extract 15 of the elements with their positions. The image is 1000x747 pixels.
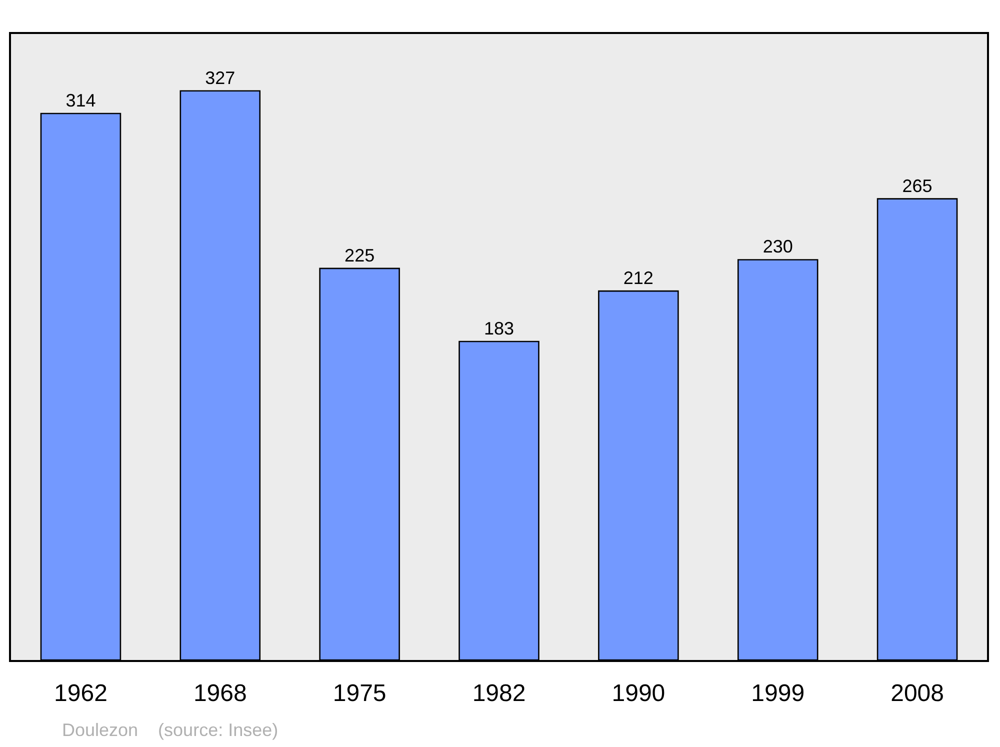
data-label: 327 bbox=[205, 68, 236, 88]
data-label: 265 bbox=[902, 176, 932, 196]
data-label: 314 bbox=[66, 90, 96, 111]
text: Doulezon (source: Insee) bbox=[62, 720, 278, 740]
data-label: 212 bbox=[623, 268, 654, 288]
data-label: 230 bbox=[762, 236, 793, 257]
x-tick-label: 1999 bbox=[751, 680, 805, 707]
x-tick-label: 1975 bbox=[332, 680, 386, 707]
x-tick-label: 2008 bbox=[890, 680, 944, 707]
data-label: 183 bbox=[484, 318, 514, 339]
x-tick-label: 1962 bbox=[54, 680, 108, 707]
data-label: 225 bbox=[344, 245, 375, 266]
x-tick-label: 1968 bbox=[193, 680, 247, 707]
x-tick-label: 1990 bbox=[612, 680, 666, 707]
x-tick-label: 1982 bbox=[472, 680, 526, 707]
